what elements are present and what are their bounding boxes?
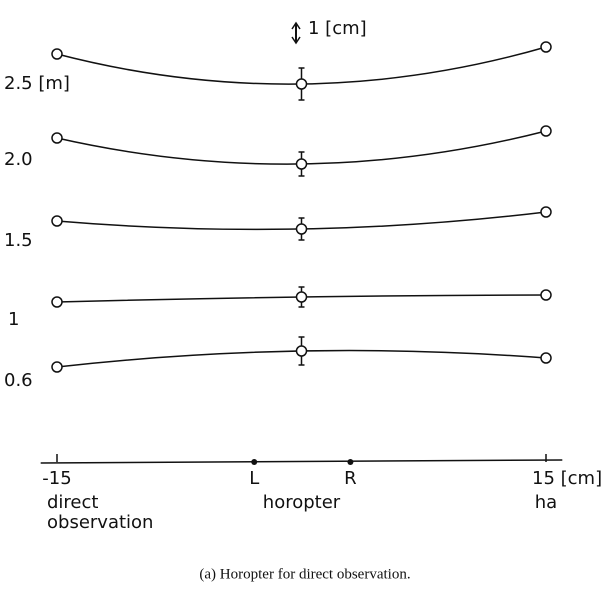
series-label: 2.0 [4,149,33,170]
point [295,291,308,303]
scale-bar-label: 1 [cm] [308,18,367,39]
point [51,296,63,308]
x-tick [347,459,354,465]
point [540,206,552,218]
x-annotation: direct [47,492,98,513]
series-label: 1 [8,309,19,330]
x-tick-label: R [344,468,357,489]
x-annotation: observation [47,512,153,533]
point [540,289,552,301]
x-annotation: ha [535,492,557,513]
point [540,125,552,137]
x-tick-label: L [249,468,259,489]
point [295,223,308,235]
point [295,345,308,357]
series-label: 0.6 [4,370,33,391]
x-tick-label: 15 [cm] [532,468,602,489]
point [51,361,63,373]
point [540,352,552,364]
point [51,132,63,144]
point [51,215,63,227]
point [295,158,308,170]
point [295,78,308,90]
point [51,48,63,60]
x-tick [251,459,258,465]
x-tick-label: -15 [42,468,71,489]
point [540,41,552,53]
series-label: 1.5 [4,230,33,251]
x-axis [40,459,563,464]
series-label: 2.5 [m] [4,73,70,94]
x-annotation: horopter [263,492,341,513]
arrow-head [291,21,301,45]
caption: (a) Horopter for direct observation. [199,566,410,582]
